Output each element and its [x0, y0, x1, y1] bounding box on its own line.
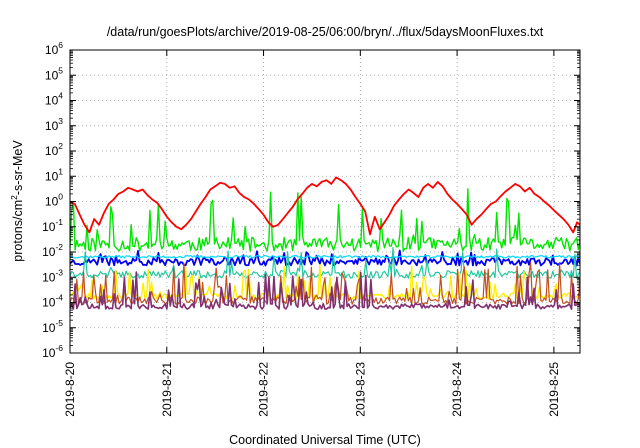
y-tick-label: 103 [45, 116, 63, 133]
y-tick-label: 105 [45, 65, 63, 82]
y-tick-label: 106 [45, 40, 63, 57]
x-tick-label: 2019-8-21 [160, 362, 174, 417]
axis-ticks [69, 49, 580, 354]
y-tick-label: 10-5 [42, 318, 63, 335]
x-tick-label: 2019-8-20 [63, 362, 77, 417]
y-tick-label: 10-2 [42, 242, 63, 259]
y-tick-label: 100 [45, 192, 63, 209]
series-line-2 [70, 188, 580, 252]
x-tick-labels: 2019-8-20 2019-8-21 2019-8-22 2019-8-23 2019… [63, 362, 561, 417]
y-tick-label: 10-6 [42, 343, 63, 360]
x-tick-label: 2019-8-23 [353, 362, 367, 417]
series-line-4 [70, 254, 580, 259]
y-tick-label: 101 [45, 166, 63, 183]
series-line-7 [70, 262, 580, 305]
y-axis-label: protons/cm2-s-sr-MeV [9, 140, 25, 262]
x-tick-label: 2019-8-22 [257, 362, 271, 417]
y-tick-label: 10-1 [42, 217, 63, 234]
x-tick-label: 2019-8-25 [547, 362, 561, 417]
y-tick-label: 10-3 [42, 267, 63, 284]
y-axis-label-prefix: protons/cm [11, 200, 25, 262]
chart-title: /data/run/goesPlots/archive/2019-08-25/0… [107, 25, 544, 39]
series-line-8 [70, 271, 580, 310]
x-axis-label: Coordinated Universal Time (UTC) [229, 433, 421, 447]
series-line-3 [70, 249, 580, 267]
series-line-1 [70, 176, 580, 236]
y-tick-label: 102 [45, 141, 63, 158]
series-layer [70, 176, 580, 310]
y-tick-label: 10-4 [42, 293, 63, 310]
y-axis-label-suffix: -s-sr-MeV [11, 140, 25, 196]
y-tick-labels: 10-6 10-5 10-4 10-3 10-2 10-1 100 101 102 103 104 1… [42, 40, 63, 360]
x-tick-label: 2019-8-24 [450, 362, 464, 417]
y-tick-label: 104 [45, 91, 63, 108]
series-line-5 [70, 246, 580, 279]
y-axis-label-sup: 2 [9, 195, 19, 200]
